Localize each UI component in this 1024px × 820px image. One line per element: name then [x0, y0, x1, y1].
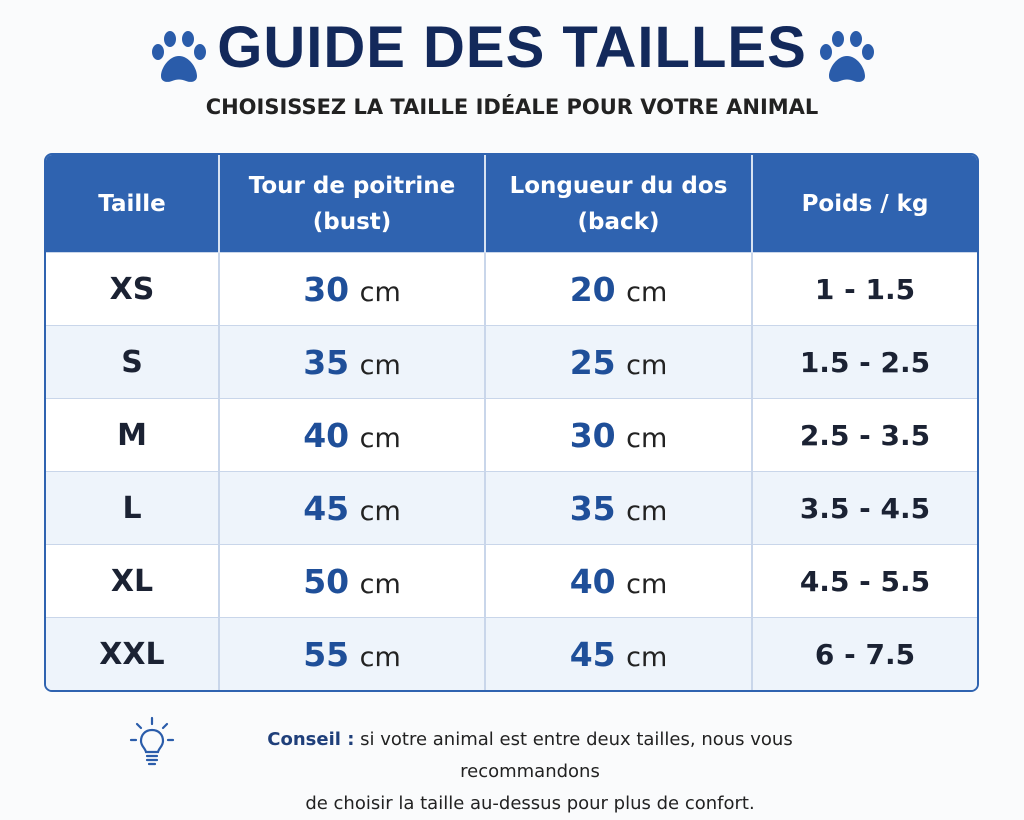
measure-value: 20 — [569, 269, 616, 309]
tip-text: de choisir la taille au-dessus pour plus… — [305, 793, 755, 814]
column-header: Taille — [46, 155, 220, 253]
bulb-icon — [129, 716, 175, 766]
size-cell: XXL — [46, 617, 220, 690]
measure-unit: cm — [359, 568, 401, 600]
measure-value: 45 — [569, 634, 616, 674]
tip: Conseil : si votre animal est entre deux… — [200, 724, 860, 820]
tip-text: si votre animal est entre deux tailles, … — [360, 729, 793, 782]
weight-cell: 6 - 7.5 — [752, 617, 977, 690]
back-cell: 30 cm — [485, 398, 753, 472]
measure-value: 30 — [569, 415, 616, 455]
column-header: Poids / kg — [752, 155, 977, 253]
size-cell: S — [46, 325, 220, 399]
back-cell: 40 cm — [485, 544, 753, 618]
measure-value: 40 — [303, 415, 350, 455]
size-cell: XL — [46, 544, 220, 618]
paw-icon — [820, 31, 874, 82]
measure-value: 55 — [303, 634, 350, 674]
column-header: Tour de poitrine (bust) — [219, 155, 486, 253]
back-cell: 45 cm — [485, 617, 753, 690]
table-row: M 40 cm 30 cm 2.5 - 3.5 — [46, 398, 977, 472]
header-line: (back) — [577, 208, 660, 235]
title: GUIDE DES TAILLES — [217, 15, 807, 80]
table-row: L 45 cm 35 cm 3.5 - 4.5 — [46, 471, 977, 545]
size-cell: L — [46, 471, 220, 545]
column-header: Longueur du dos (back) — [485, 155, 753, 253]
back-cell: 20 cm — [485, 251, 753, 326]
header-row: Taille Tour de poitrine (bust) Longueur du … — [46, 155, 977, 253]
measure-value: 35 — [303, 342, 350, 382]
size-cell: XS — [46, 251, 220, 326]
measure-unit: cm — [626, 568, 668, 600]
header-line: Poids / kg — [801, 190, 929, 217]
weight-cell: 2.5 - 3.5 — [752, 398, 977, 472]
measure-unit: cm — [626, 641, 668, 673]
header-line: Taille — [98, 190, 166, 217]
measure-value: 50 — [303, 561, 350, 601]
measure-unit: cm — [626, 276, 668, 308]
bust-cell: 30 cm — [219, 251, 486, 326]
header-line: Longueur du dos — [509, 172, 728, 199]
measure-unit: cm — [359, 349, 401, 381]
tip-label: Conseil : — [267, 729, 355, 750]
measure-unit: cm — [359, 495, 401, 527]
back-cell: 25 cm — [485, 325, 753, 399]
measure-unit: cm — [359, 276, 401, 308]
measure-unit: cm — [626, 495, 668, 527]
size-cell: M — [46, 398, 220, 472]
bust-cell: 55 cm — [219, 617, 486, 690]
size-table: Taille Tour de poitrine (bust) Longueur du … — [44, 153, 979, 692]
weight-cell: 1.5 - 2.5 — [752, 325, 977, 399]
bust-cell: 45 cm — [219, 471, 486, 545]
measure-unit: cm — [359, 641, 401, 673]
measure-unit: cm — [359, 422, 401, 454]
measure-unit: cm — [626, 422, 668, 454]
bust-cell: 35 cm — [219, 325, 486, 399]
table: Taille Tour de poitrine (bust) Longueur du … — [46, 155, 977, 690]
header-line: Tour de poitrine — [248, 172, 456, 199]
measure-value: 45 — [303, 488, 350, 528]
header-line: (bust) — [312, 208, 392, 235]
weight-cell: 3.5 - 4.5 — [752, 471, 977, 545]
table-row: S 35 cm 25 cm 1.5 - 2.5 — [46, 325, 977, 399]
paw-icon — [152, 31, 206, 82]
bust-cell: 50 cm — [219, 544, 486, 618]
measure-value: 25 — [569, 342, 616, 382]
weight-cell: 1 - 1.5 — [752, 251, 977, 326]
weight-cell: 4.5 - 5.5 — [752, 544, 977, 618]
table-row: XL 50 cm 40 cm 4.5 - 5.5 — [46, 544, 977, 618]
subtitle: CHOISISSEZ LA TAILLE IDÉALE POUR VOTRE A… — [205, 95, 819, 119]
table-row: XS 30 cm 20 cm 1 - 1.5 — [46, 251, 977, 326]
table-row: XXL 55 cm 45 cm 6 - 7.5 — [46, 617, 977, 690]
back-cell: 35 cm — [485, 471, 753, 545]
bust-cell: 40 cm — [219, 398, 486, 472]
measure-value: 30 — [303, 269, 350, 309]
measure-value: 35 — [569, 488, 616, 528]
measure-unit: cm — [626, 349, 668, 381]
measure-value: 40 — [569, 561, 616, 601]
